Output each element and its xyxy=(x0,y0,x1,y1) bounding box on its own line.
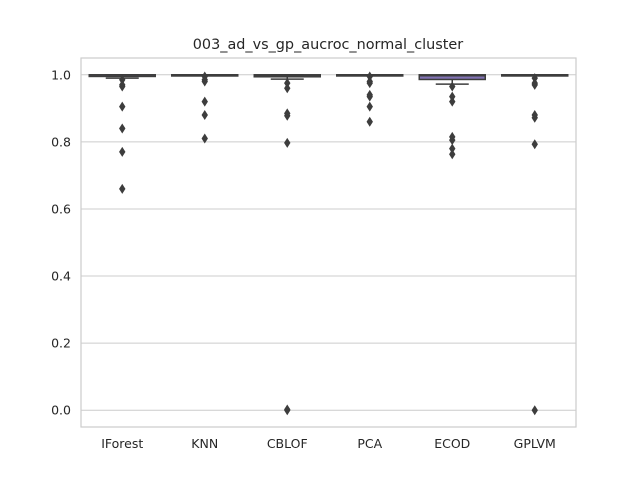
outlier-point xyxy=(201,110,208,121)
box-ecod xyxy=(418,74,486,160)
outlier-point xyxy=(201,133,208,144)
chart-title: 003_ad_vs_gp_aucroc_normal_cluster xyxy=(193,37,463,53)
box-knn xyxy=(171,71,239,144)
y-tick-label: 0.2 xyxy=(51,336,71,351)
y-tick-label: 0.4 xyxy=(51,269,71,284)
outlier-point xyxy=(119,183,126,194)
x-tick-label: GPLVM xyxy=(514,436,556,451)
box-iforest xyxy=(88,74,156,194)
box-cblof xyxy=(253,74,321,416)
outlier-point xyxy=(449,81,456,92)
outlier-point xyxy=(449,91,456,102)
outlier-point xyxy=(119,123,126,134)
outlier-point xyxy=(284,110,291,121)
outlier-point xyxy=(119,146,126,157)
box-iqr xyxy=(418,74,486,81)
y-tick-label: 0.6 xyxy=(51,201,71,216)
y-tick-label: 1.0 xyxy=(51,67,71,82)
outlier-point xyxy=(284,405,291,416)
x-tick-label: ECOD xyxy=(434,436,470,451)
x-tick-label: CBLOF xyxy=(267,436,308,451)
outlier-point xyxy=(284,83,291,94)
x-tick-label: IForest xyxy=(101,436,143,451)
outlier-point xyxy=(449,135,456,146)
y-tick-labels: 0.0 0.2 0.4 0.6 0.8 1.0 xyxy=(51,67,71,417)
outlier-point xyxy=(119,74,126,85)
outlier-point xyxy=(531,139,538,150)
outlier-point xyxy=(449,149,456,160)
outlier-point xyxy=(531,73,538,84)
x-tick-label: KNN xyxy=(191,436,218,451)
outlier-point xyxy=(119,81,126,92)
outlier-point xyxy=(366,116,373,127)
outlier-point xyxy=(119,101,126,112)
outlier-point xyxy=(201,96,208,107)
outlier-point xyxy=(366,101,373,112)
outlier-point xyxy=(201,76,208,87)
plot-area-frame xyxy=(80,57,577,428)
outlier-point xyxy=(531,112,538,123)
outlier-point xyxy=(531,79,538,90)
outlier-point xyxy=(366,78,373,89)
x-tick-label: PCA xyxy=(357,436,382,451)
x-tick-labels: IForest KNN CBLOF PCA ECOD GPLVM xyxy=(101,436,556,451)
y-tick-label: 0.8 xyxy=(51,134,71,149)
grid-lines xyxy=(81,74,576,411)
outlier-point xyxy=(284,78,291,89)
outlier-point xyxy=(366,91,373,102)
box-gplvm xyxy=(501,73,569,416)
outlier-point xyxy=(449,143,456,154)
outlier-point xyxy=(531,405,538,416)
box-pca xyxy=(336,71,404,127)
outlier-point xyxy=(284,137,291,148)
outlier-point xyxy=(449,96,456,107)
box-plots xyxy=(88,71,569,416)
y-tick-label: 0.0 xyxy=(51,403,71,418)
outlier-point xyxy=(366,71,373,82)
